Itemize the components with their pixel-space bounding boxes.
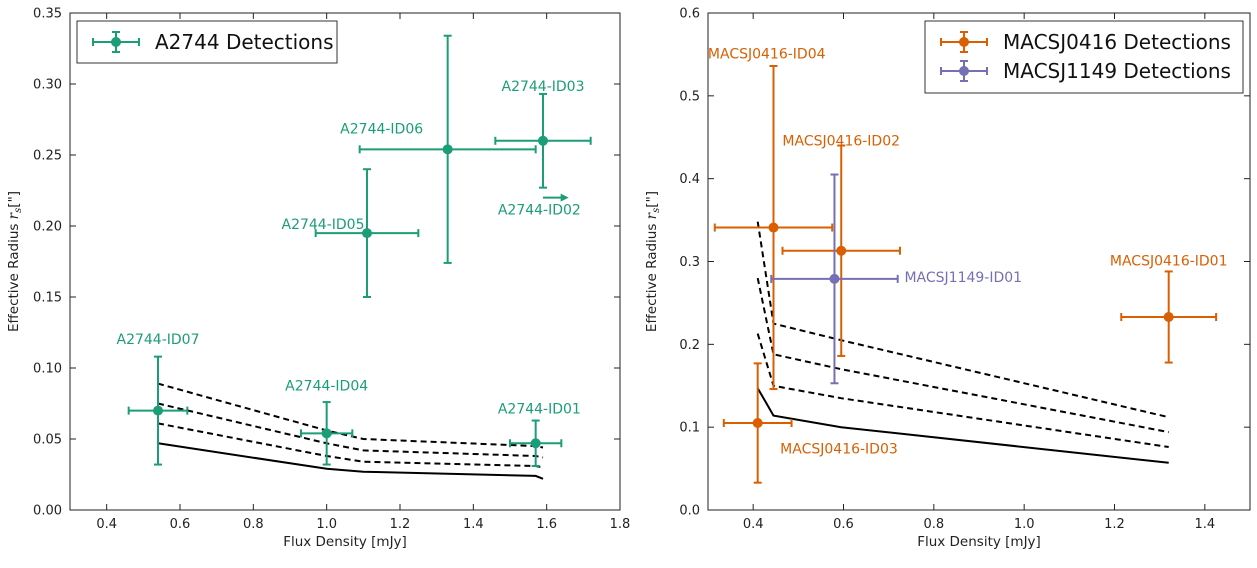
data-point <box>321 428 332 439</box>
data-point <box>530 438 541 449</box>
data-point-label: A2744-ID07 <box>117 332 200 348</box>
x-tick-label: 1.6 <box>536 517 557 532</box>
x-tick-label: 0.4 <box>743 517 764 532</box>
data-point <box>362 228 372 239</box>
x-tick-label: 1.0 <box>1014 517 1035 532</box>
legend-entry-label: MACSJ0416 Detections <box>1003 30 1231 54</box>
chart-panel-1: 0.4 0.6 0.8 1.0 1.2 1.4 1.6 1.8 0.00 0.05 0.10 0.15… <box>6 7 630 551</box>
data-point-label: A2744-ID05 <box>282 217 365 233</box>
y-tick-label: 0.10 <box>33 362 62 377</box>
y-tick-label: 0.30 <box>33 78 62 93</box>
y-tick-label: 0.2 <box>679 338 700 353</box>
data-point <box>836 245 847 256</box>
data-point <box>153 405 163 416</box>
x-tick-label: 0.6 <box>170 517 191 532</box>
model-curve-solid <box>756 387 1169 464</box>
legend-entry-label: MACSJ1149 Detections <box>1003 59 1231 83</box>
data-point <box>752 418 763 429</box>
data-point-label: MACSJ0416-ID02 <box>782 134 900 150</box>
data-point <box>1163 311 1174 322</box>
legend-box <box>924 20 1244 94</box>
data-point-label: A2744-ID01 <box>498 401 581 417</box>
y-tick-label: 0.0 <box>679 504 700 519</box>
model-curve-dashed <box>756 277 1169 434</box>
y-tick-label: 0.35 <box>33 7 62 22</box>
data-point-label: MACSJ1149-ID01 <box>904 270 1022 286</box>
y-tick-label: 0.6 <box>679 7 700 22</box>
y-axis-label: Effective Radius rs["] <box>644 191 662 332</box>
plot-frame <box>69 12 621 511</box>
y-tick-label: 0.15 <box>33 291 62 306</box>
data-point-label: MACSJ0416-ID04 <box>708 47 826 63</box>
x-tick-label: 1.8 <box>610 517 631 532</box>
model-curve-dashed <box>157 402 544 459</box>
legend-marker-dot <box>111 37 121 47</box>
model-curve-dashed <box>157 382 544 449</box>
x-tick-label: 1.4 <box>1194 517 1215 532</box>
x-tick-label: 1.2 <box>390 517 411 532</box>
x-axis-label: Flux Density [mJy] <box>283 534 407 550</box>
legend-marker-dot <box>959 66 969 76</box>
x-tick-label: 1.0 <box>316 517 337 532</box>
data-point <box>538 135 548 146</box>
y-tick-label: 0.4 <box>679 172 700 187</box>
data-point <box>829 273 840 284</box>
limit-arrow-head <box>560 193 569 202</box>
x-tick-label: 0.8 <box>243 517 264 532</box>
x-tick-label: 1.4 <box>463 517 484 532</box>
y-tick-label: 0.00 <box>33 504 62 519</box>
y-tick-label: 0.25 <box>33 149 62 164</box>
data-point-label: A2744-ID04 <box>285 379 368 395</box>
x-tick-label: 0.4 <box>96 517 117 532</box>
data-point <box>768 222 779 233</box>
x-tick-label: 1.2 <box>1104 517 1125 532</box>
data-point-label: MACSJ0416-ID03 <box>780 442 898 458</box>
legend: MACSJ0416 Detections MACSJ1149 Detections <box>924 20 1244 94</box>
y-tick-label: 0.20 <box>33 220 62 235</box>
x-tick-label: 0.6 <box>833 517 854 532</box>
x-tick-label: 0.8 <box>923 517 944 532</box>
y-axis-label: Effective Radius rs["] <box>6 191 24 332</box>
model-curve-dashed <box>756 333 1169 448</box>
x-axis-label: Flux Density [mJy] <box>917 534 1041 550</box>
y-tick-label: 0.1 <box>679 421 700 436</box>
model-curve-dashed <box>157 422 544 469</box>
data-point <box>442 144 453 155</box>
legend-entry-label: A2744 Detections <box>155 30 334 54</box>
data-point-label: A2744-ID03 <box>502 79 585 95</box>
data-point-label: A2744-ID02 <box>498 203 581 219</box>
y-tick-label: 0.5 <box>679 89 700 104</box>
y-tick-label: 0.05 <box>33 433 62 448</box>
y-tick-label: 0.3 <box>679 255 700 270</box>
chart-panel-2: 0.4 0.6 0.8 1.0 1.2 1.4 0.0 0.1 0.2 0.3 0.4 0.5 0.6 F… <box>644 7 1251 550</box>
model-curve-solid <box>157 442 544 480</box>
legend-marker-dot <box>959 37 969 47</box>
legend: A2744 Detections <box>76 20 338 64</box>
data-point-label: MACSJ0416-ID01 <box>1110 254 1228 270</box>
model-curve-dashed <box>756 221 1169 419</box>
data-point-label: A2744-ID06 <box>340 122 423 138</box>
